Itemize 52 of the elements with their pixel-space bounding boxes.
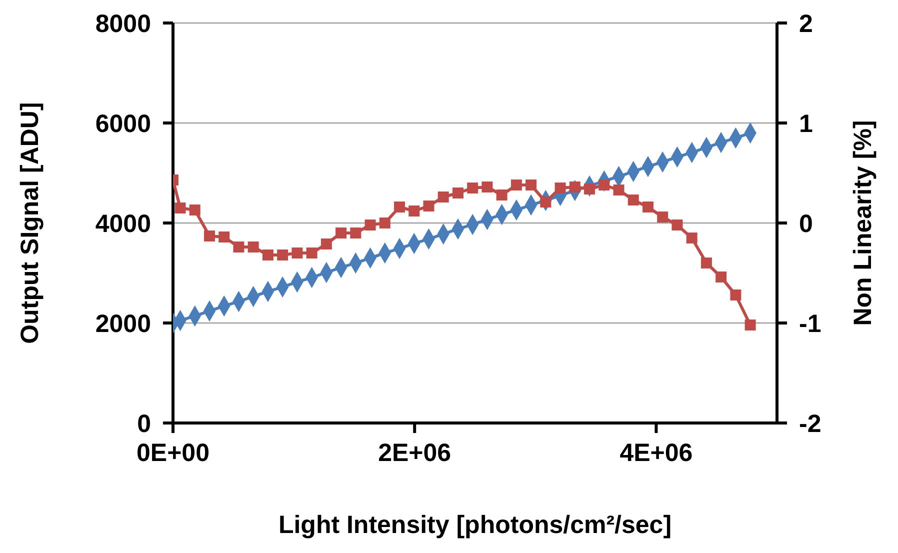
point [233,242,244,252]
point [716,272,727,282]
y-tick-label: 0 [137,410,151,438]
point [174,202,186,214]
y2-tick-label: 0 [799,210,813,238]
point [218,232,230,242]
point [613,184,624,196]
point [364,220,376,230]
point [336,228,347,238]
point [672,220,683,230]
point [204,230,215,242]
y-tick-label: 4000 [95,210,151,238]
point [554,182,566,194]
point [628,194,639,206]
point [394,202,405,212]
x-tick-label: 0E+00 [136,438,210,467]
point [510,180,522,190]
point [320,238,332,250]
point [657,212,668,222]
point [482,182,493,192]
point [744,320,756,330]
point [379,218,390,228]
point [292,248,303,258]
point [248,242,259,252]
point [189,204,200,216]
y-tick-label: 8000 [95,10,151,38]
y2-tick-label: -2 [799,410,822,438]
point [350,228,362,238]
point [306,248,318,258]
point [642,202,654,212]
y2-tick-label: -1 [799,310,822,338]
y-tick-label: 6000 [95,110,151,138]
y-tick-label: 2000 [95,310,151,338]
x-tick-label: 4E+06 [620,438,693,467]
point [467,182,478,194]
y2-tick-label: 1 [799,110,813,138]
point [700,258,712,268]
point [730,290,742,300]
point [452,188,464,198]
y-axis-title: Output SIgnal [ADU] [16,102,44,344]
point [262,250,274,260]
x-axis-title: Light Intensity [photons/cm²/sec] [278,511,672,539]
point [438,192,449,202]
y2-axis-title: Non Linearity [%] [849,120,877,326]
x-tick-label: 2E+06 [378,438,452,467]
point [496,190,508,200]
point [686,232,698,244]
point [277,250,288,260]
y2-tick-label: 2 [799,10,813,38]
point [526,180,537,190]
point [408,206,420,216]
point [423,200,434,212]
